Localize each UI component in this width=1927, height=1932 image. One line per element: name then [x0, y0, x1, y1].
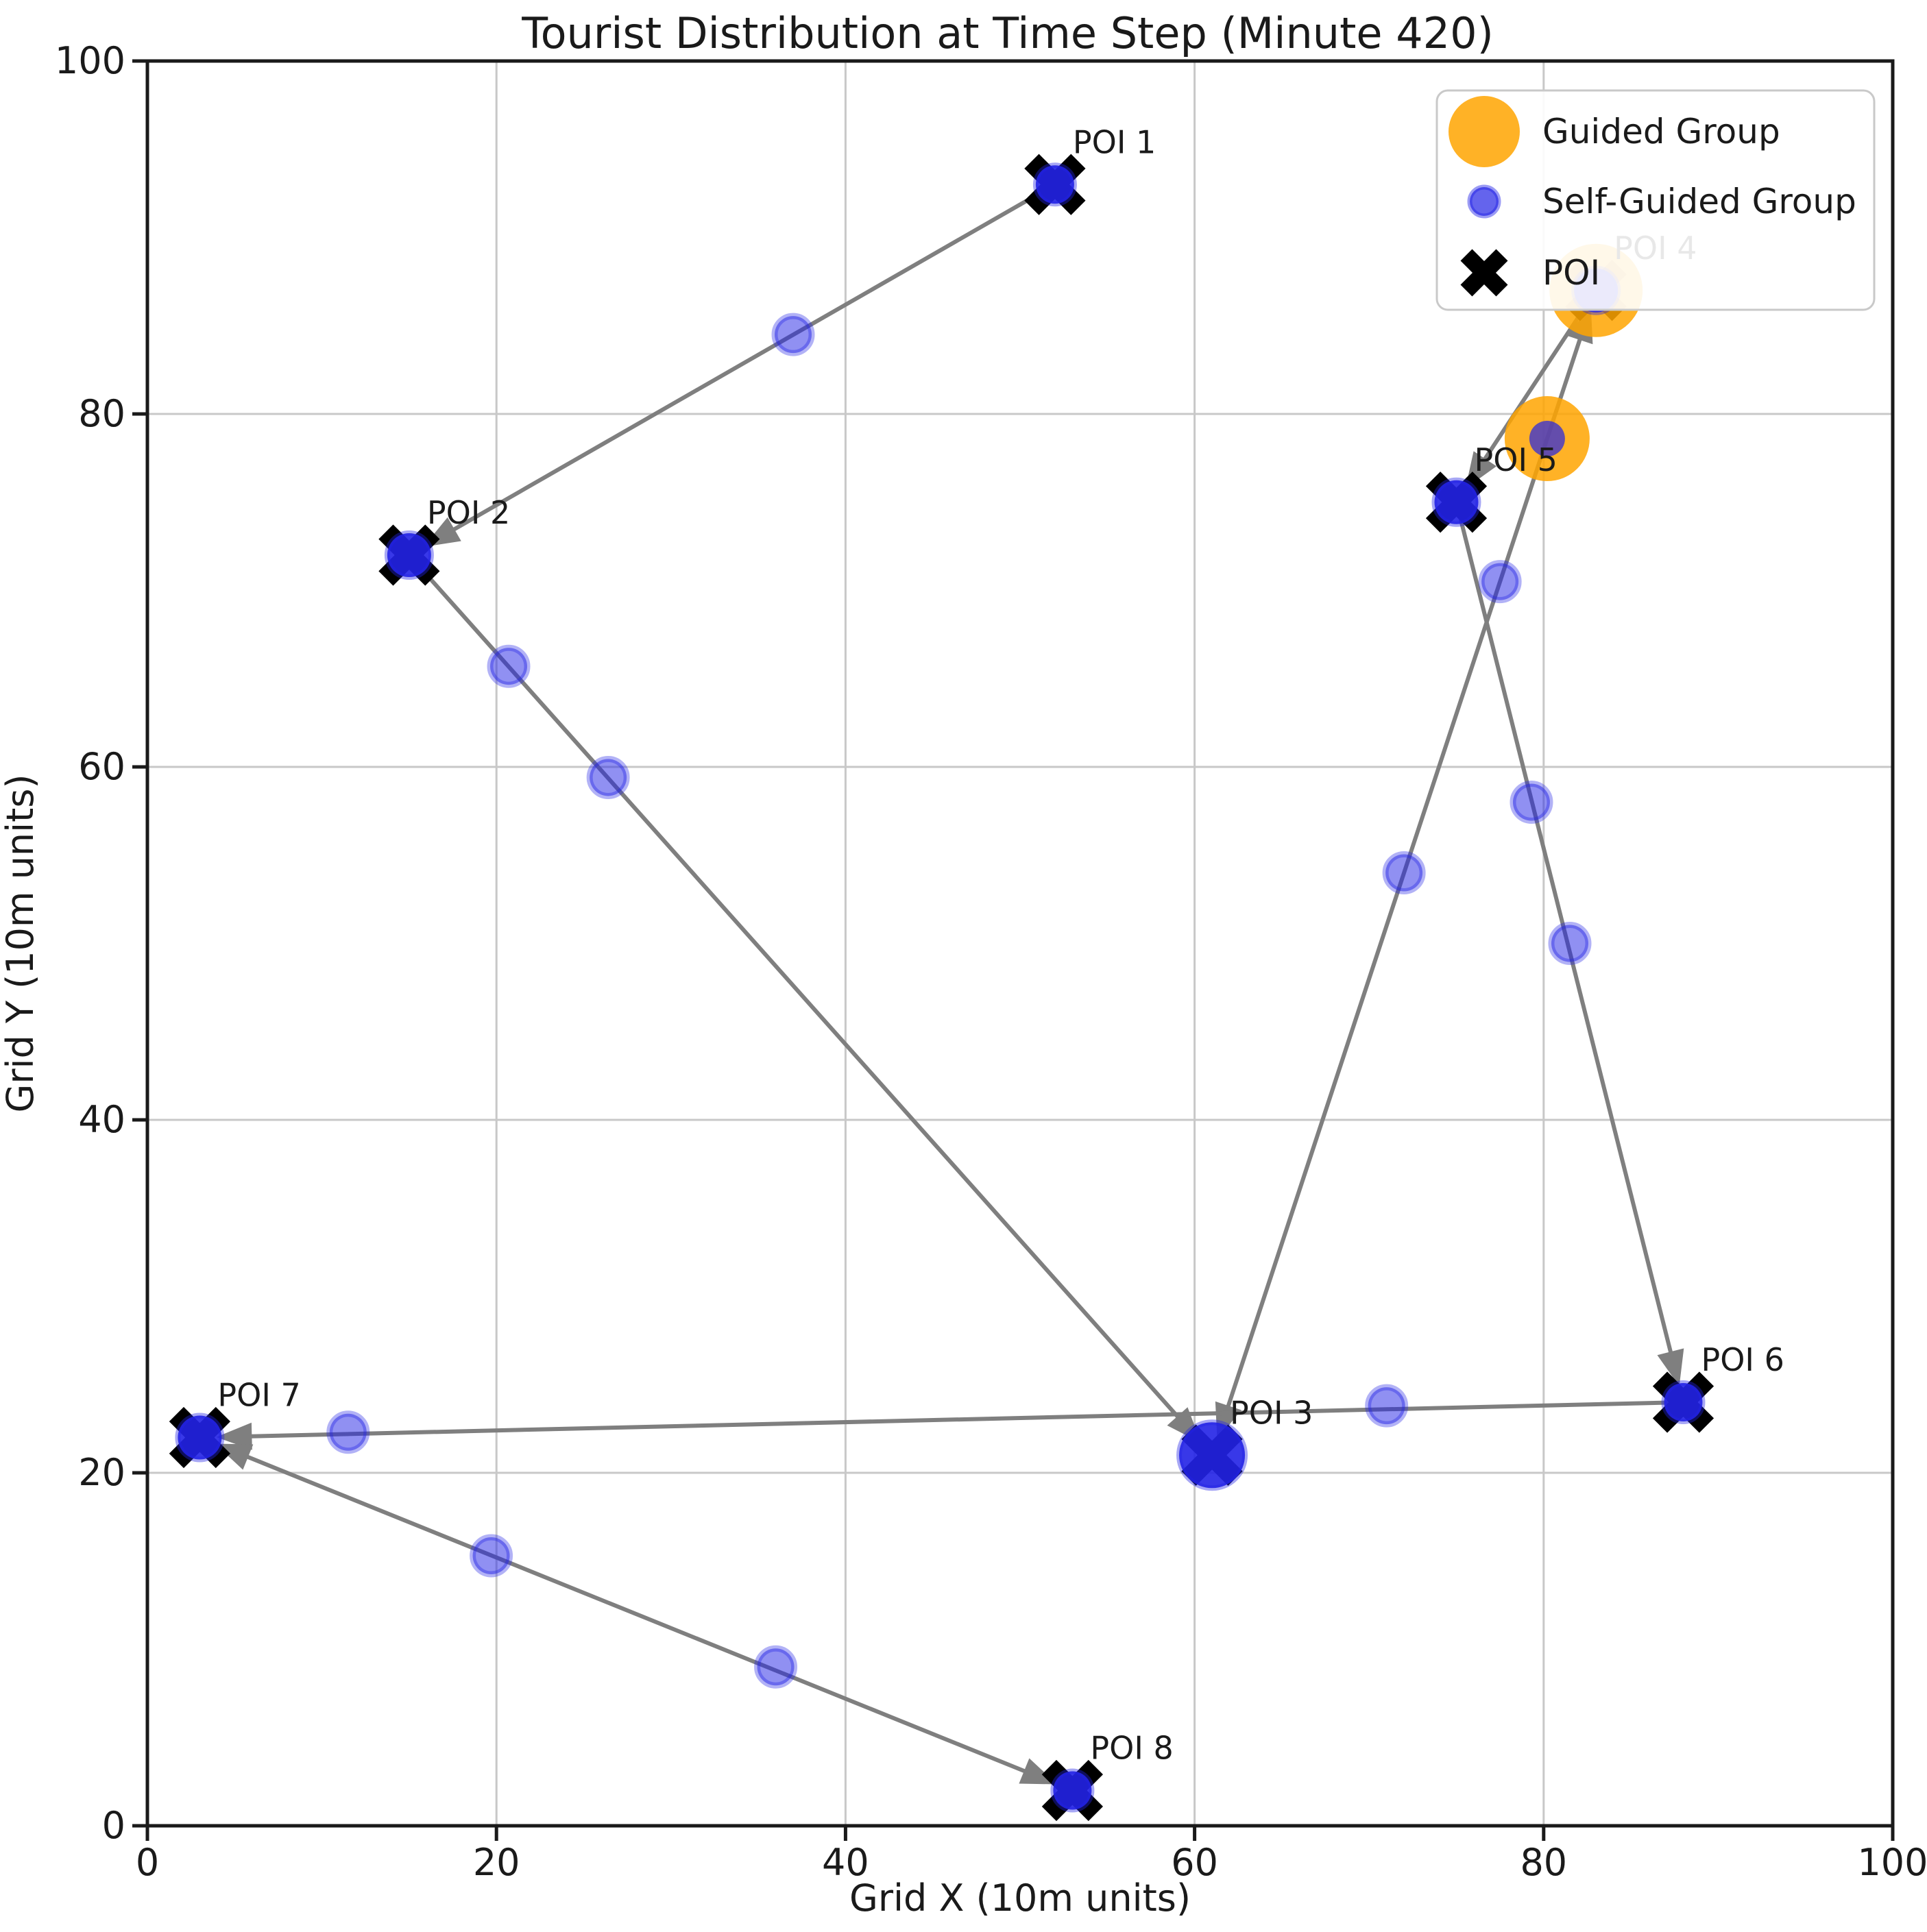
- y-tick-label: 20: [78, 1451, 125, 1494]
- self-guided-dot: [754, 1645, 798, 1689]
- self-guided-dot-at-poi: [1032, 162, 1077, 207]
- poi-label: POI 6: [1701, 1341, 1784, 1378]
- route-line: [412, 559, 1187, 1426]
- legend-marker-poi-x-icon: [1460, 249, 1508, 297]
- x-tick-label: 100: [1857, 1841, 1927, 1884]
- self-guided-dot-at-poi: [1050, 1768, 1095, 1813]
- self-guided-dot: [1478, 560, 1522, 604]
- legend-item-label: POI: [1542, 253, 1600, 293]
- route-arrow-poi6-to-poi7: [216, 1400, 1677, 1450]
- route-arrowhead: [216, 1422, 252, 1450]
- y-axis-label: Grid Y (10m units): [0, 774, 42, 1112]
- x-tick-label: 0: [136, 1841, 159, 1884]
- legend-marker-guided-group-icon: [1449, 96, 1520, 167]
- y-tick-label: 60: [78, 745, 125, 788]
- legend-item-label: Guided Group: [1542, 112, 1780, 151]
- self-guided-dot: [586, 755, 630, 799]
- x-tick-label: 20: [473, 1841, 520, 1884]
- poi-label: POI 3: [1230, 1394, 1313, 1431]
- legend-box: [1435, 89, 1876, 311]
- route-line: [241, 1400, 1677, 1439]
- x-tick-label: 60: [1171, 1841, 1218, 1884]
- legend-item-label: Self-Guided Group: [1542, 182, 1856, 221]
- self-guided-dot: [470, 1534, 513, 1578]
- x-tick-label: 40: [822, 1841, 869, 1884]
- poi-label: POI 1: [1073, 123, 1156, 160]
- x-tick-label: 80: [1520, 1841, 1567, 1884]
- self-guided-dot: [1548, 922, 1592, 965]
- self-guided-dot-at-poi: [1661, 1380, 1706, 1424]
- self-guided-dot-at-poi: [384, 530, 434, 580]
- self-guided-dot: [771, 313, 815, 356]
- self-guided-dot: [1529, 421, 1565, 457]
- poi-label: POI 5: [1475, 441, 1558, 478]
- self-guided-dot: [326, 1410, 370, 1454]
- self-guided-dot: [1510, 781, 1553, 824]
- poi-label: POI 2: [427, 494, 510, 531]
- y-tick-label: 80: [78, 392, 125, 435]
- y-tick-label: 0: [102, 1804, 125, 1847]
- poi-label: POI 8: [1090, 1730, 1173, 1767]
- self-guided-dot-at-poi: [175, 1413, 225, 1463]
- self-guided-dot: [487, 644, 531, 688]
- poi-label: POI 7: [217, 1377, 300, 1414]
- plot-border: [145, 59, 1895, 1828]
- x-axis-label: Grid X (10m units): [849, 1876, 1191, 1920]
- y-tick-label: 40: [78, 1098, 125, 1141]
- chart-title: Tourist Distribution at Time Step (Minut…: [521, 8, 1494, 58]
- self-guided-dot: [1365, 1384, 1409, 1428]
- y-tick-label: 100: [55, 39, 125, 82]
- self-guided-dot-at-poi: [1176, 1419, 1248, 1491]
- route-arrowhead: [1657, 1348, 1684, 1386]
- self-guided-dot-at-poi: [1431, 477, 1481, 527]
- route-line: [237, 1451, 1035, 1777]
- self-guided-dot: [1382, 851, 1426, 894]
- route-line: [444, 186, 1050, 537]
- legend: Guided Group Self-Guided Group POI: [1435, 89, 1876, 311]
- legend-marker-self-guided-icon: [1467, 184, 1501, 219]
